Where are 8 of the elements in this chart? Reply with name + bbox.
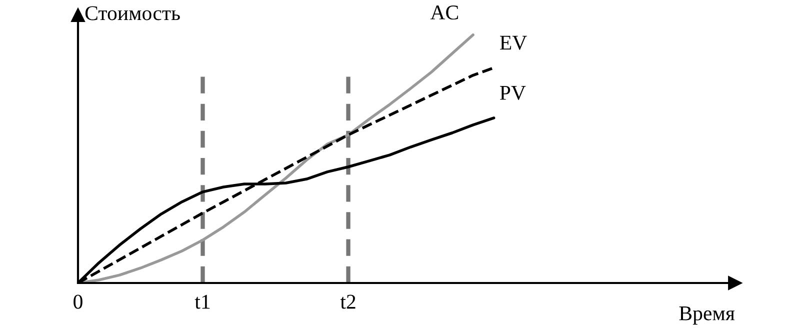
x-axis-title: Время — [679, 306, 735, 325]
y-axis-title: Стоимость — [85, 6, 180, 20]
series-label: EV — [500, 36, 527, 50]
x-tick-label: t1 — [194, 294, 210, 309]
series-label: PV — [500, 86, 526, 100]
series-label: AC — [430, 6, 458, 20]
x-tick-label: t2 — [340, 294, 356, 309]
x-tick-label: 0 — [74, 294, 82, 309]
